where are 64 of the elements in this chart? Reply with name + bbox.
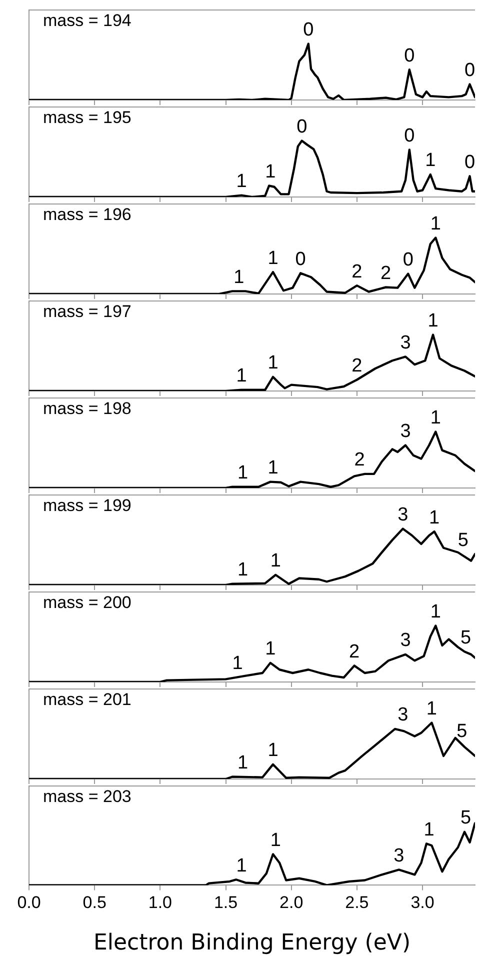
- annotation: 0: [464, 152, 476, 173]
- annotation: 1: [238, 752, 248, 774]
- text: mass = 199: [43, 496, 132, 516]
- annotation: 1: [268, 458, 278, 479]
- x-tick-label: 1.5: [214, 893, 238, 912]
- annotation: 1: [236, 366, 247, 387]
- annotation: 1: [426, 698, 437, 720]
- x-axis-title: Electron Binding Energy (eV): [93, 930, 411, 956]
- x-tick-label: 0.0: [17, 893, 41, 912]
- x-tick-label: 2.0: [280, 893, 304, 912]
- annotation: 1: [265, 638, 276, 660]
- annotation: 5: [456, 720, 468, 742]
- annotation: 1: [236, 171, 247, 192]
- annotation: 1: [430, 601, 441, 622]
- annotation: 1: [232, 653, 243, 674]
- annotation: 2: [354, 450, 365, 471]
- annotation: 1: [236, 855, 247, 876]
- annotation: 2: [380, 262, 392, 284]
- annotation: 1: [268, 248, 278, 269]
- annotation: 1: [268, 352, 278, 374]
- x-tick-label: 0.5: [82, 893, 106, 912]
- annotation: 0: [402, 249, 414, 270]
- annotation: 1: [238, 462, 248, 484]
- text: mass = 201: [43, 690, 132, 710]
- annotation: 1: [428, 310, 438, 332]
- annotation: 2: [352, 355, 362, 376]
- annotation: 1: [424, 819, 434, 840]
- annotation: 2: [352, 261, 362, 282]
- annotation: 0: [296, 116, 308, 138]
- annotation: 3: [398, 504, 408, 526]
- annotation: 1: [430, 213, 441, 234]
- annotation: 1: [265, 161, 276, 182]
- annotation: 0: [295, 248, 306, 270]
- annotation: 1: [268, 740, 278, 762]
- annotation: 1: [234, 266, 244, 288]
- annotation: 5: [458, 530, 468, 551]
- annotation: 3: [400, 332, 411, 354]
- annotation: 1: [425, 150, 436, 172]
- annotation: 1: [430, 407, 441, 428]
- text: mass = 195: [43, 108, 132, 128]
- annotation: 1: [429, 507, 440, 528]
- annotation: 3: [400, 420, 411, 442]
- x-tick-label: 1.0: [148, 893, 172, 912]
- annotation: 3: [398, 704, 408, 726]
- text: mass = 197: [43, 302, 132, 322]
- text: mass = 203: [43, 787, 132, 806]
- annotation: 0: [404, 45, 415, 66]
- text: mass = 198: [43, 399, 132, 418]
- annotation: 0: [303, 19, 314, 40]
- annotation: 3: [400, 630, 411, 652]
- annotation: 1: [270, 550, 281, 572]
- annotation: 0: [404, 125, 415, 146]
- x-tick-label: 2.5: [345, 893, 369, 912]
- x-tick-label: 3.0: [410, 893, 434, 912]
- annotation: 3: [394, 845, 404, 866]
- annotation: 2: [349, 641, 360, 662]
- annotation: 0: [464, 60, 476, 81]
- text: mass = 196: [43, 205, 132, 224]
- annotation: 1: [270, 830, 281, 851]
- annotation: 5: [460, 627, 472, 648]
- text: mass = 194: [43, 11, 132, 30]
- annotation: 1: [238, 560, 248, 581]
- text: mass = 200: [43, 593, 132, 612]
- annotation: 5: [460, 808, 472, 829]
